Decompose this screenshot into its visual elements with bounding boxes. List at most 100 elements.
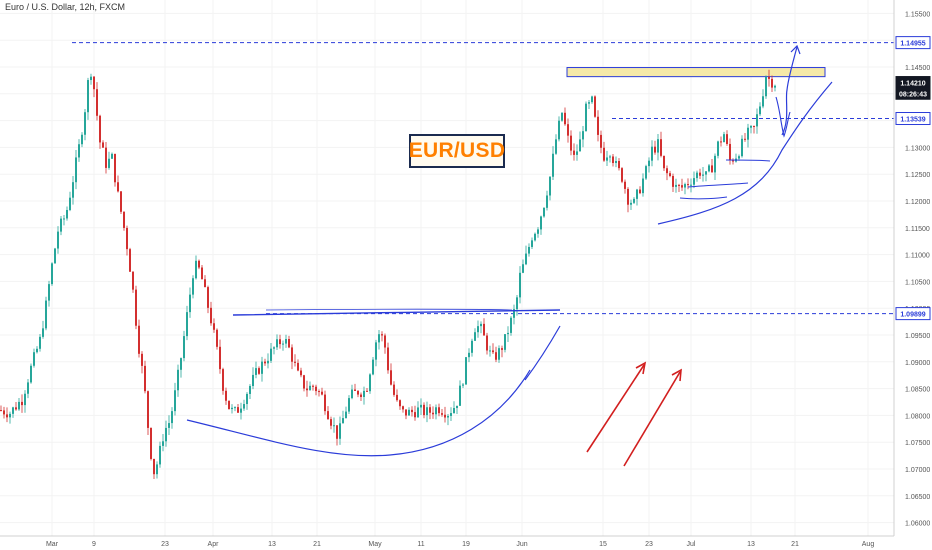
- candle-body: [0, 410, 2, 412]
- candle-body: [108, 158, 110, 168]
- candle: [174, 382, 176, 416]
- candle: [651, 140, 653, 167]
- candle-body: [447, 415, 449, 418]
- candle: [75, 150, 77, 190]
- candle: [660, 131, 662, 158]
- candle: [507, 326, 509, 343]
- candle: [102, 140, 104, 148]
- candle-body: [522, 264, 524, 273]
- candle-body: [471, 340, 473, 353]
- candle: [177, 364, 179, 397]
- candle-body: [639, 189, 641, 194]
- candle: [528, 243, 530, 257]
- candle: [126, 225, 128, 256]
- candle: [405, 409, 407, 420]
- candle-body: [648, 160, 650, 167]
- candle: [648, 157, 650, 173]
- candle-body: [711, 165, 713, 173]
- candle: [561, 112, 563, 122]
- candle-body: [51, 263, 53, 285]
- candle-body: [189, 294, 191, 313]
- candle: [759, 102, 761, 117]
- candle: [513, 304, 515, 325]
- candle-body: [126, 227, 128, 250]
- candle-body: [123, 211, 125, 228]
- projection-head: [790, 44, 801, 55]
- candle: [117, 175, 119, 193]
- candle-body: [480, 323, 482, 327]
- candle-body: [129, 249, 131, 272]
- candle-body: [594, 96, 596, 117]
- candle-body: [441, 413, 443, 415]
- candle-body: [573, 150, 575, 155]
- candle: [492, 343, 494, 355]
- candle-body: [444, 414, 446, 418]
- candle-body: [210, 307, 212, 324]
- candle-body: [771, 78, 773, 88]
- candle-body: [483, 323, 485, 336]
- candle: [315, 384, 317, 396]
- candle: [72, 176, 74, 205]
- candle: [156, 461, 158, 479]
- y-tick-label: 1.07500: [905, 440, 930, 447]
- candle: [303, 374, 305, 392]
- candle: [282, 340, 284, 351]
- candle-body: [606, 157, 608, 161]
- candle: [570, 130, 572, 156]
- candle: [459, 380, 461, 406]
- candle: [669, 170, 671, 178]
- candle-body: [717, 141, 719, 156]
- candle-body: [336, 425, 338, 439]
- price-labels: 1.14955 1.14210 08:26:43 1.13539 1.09899: [895, 36, 931, 321]
- y-tick-label: 1.09500: [905, 333, 930, 340]
- candle: [270, 342, 272, 364]
- candle: [762, 89, 764, 109]
- candle: [207, 285, 209, 314]
- candle: [594, 95, 596, 118]
- candle-body: [207, 287, 209, 308]
- candle: [60, 215, 62, 236]
- candle-body: [27, 382, 29, 394]
- candle-body: [150, 427, 152, 459]
- candle-body: [657, 139, 659, 153]
- candle-body: [225, 390, 227, 401]
- y-tick-label: 1.08500: [905, 387, 930, 394]
- candle-body: [63, 218, 65, 220]
- candle: [486, 332, 488, 355]
- candle-body: [120, 191, 122, 212]
- candle: [534, 232, 536, 242]
- candle: [66, 206, 68, 221]
- candle-body: [690, 184, 692, 186]
- candle: [114, 153, 116, 187]
- candle: [591, 95, 593, 104]
- candle: [291, 344, 293, 370]
- candle-body: [726, 134, 728, 144]
- candle: [438, 403, 440, 417]
- candle-body: [543, 207, 545, 217]
- candle: [681, 178, 683, 191]
- candle-body: [204, 279, 206, 288]
- candle-body: [147, 391, 149, 428]
- candle-body: [609, 156, 611, 158]
- candle: [51, 262, 53, 286]
- candle: [264, 358, 266, 366]
- candle-body: [153, 458, 155, 475]
- candle-body: [705, 171, 707, 175]
- candle-body: [450, 413, 452, 416]
- candle-body: [48, 284, 50, 301]
- candle: [345, 406, 347, 419]
- candle-body: [291, 347, 293, 362]
- candle-body: [366, 390, 368, 392]
- price-label-box: [895, 307, 931, 321]
- candle: [288, 335, 290, 349]
- candle: [432, 406, 434, 419]
- candle: [672, 173, 674, 193]
- candle: [171, 407, 173, 429]
- candle-body: [693, 178, 695, 185]
- candle: [696, 170, 698, 182]
- candle: [360, 392, 362, 401]
- candle-body: [144, 365, 146, 392]
- candle: [243, 399, 245, 411]
- candle-body: [3, 410, 5, 415]
